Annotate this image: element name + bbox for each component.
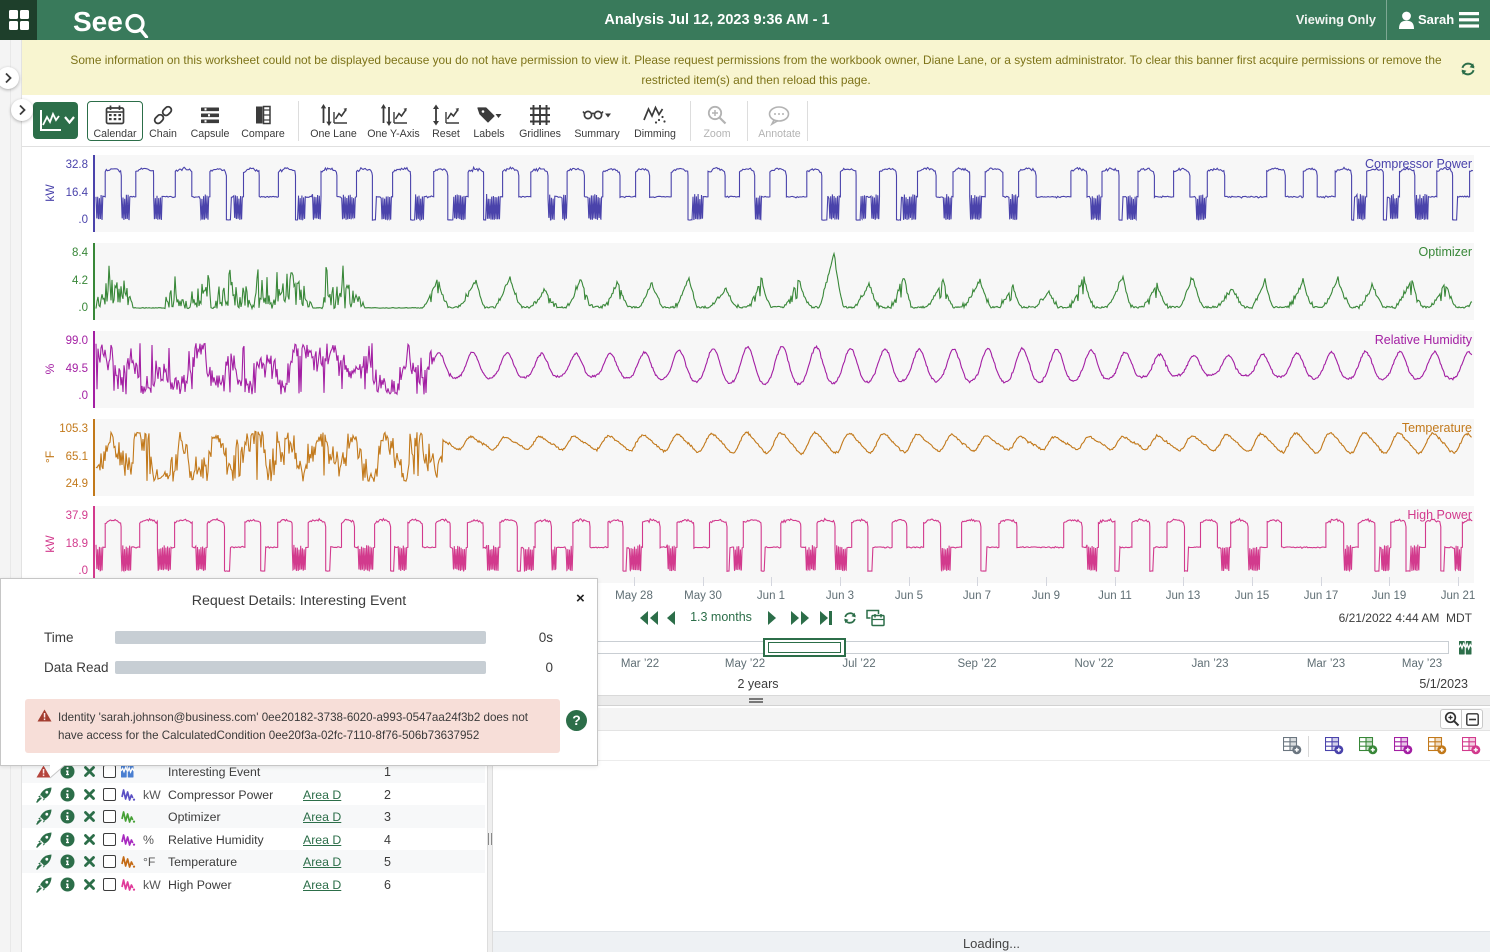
svg-text:See: See xyxy=(73,6,123,37)
